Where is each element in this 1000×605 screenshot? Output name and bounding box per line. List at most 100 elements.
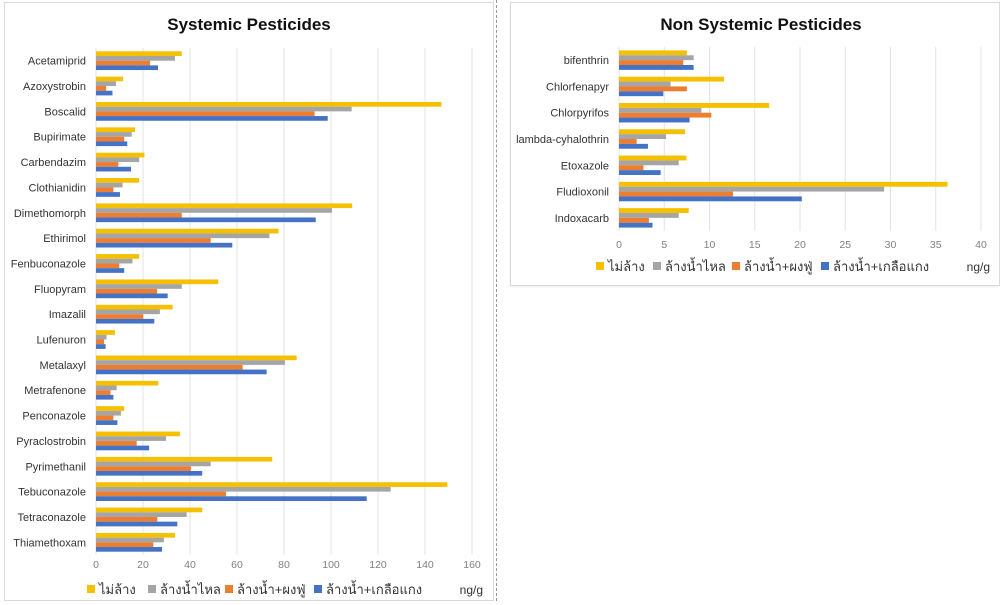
- legend-item-1[interactable]: ล้างน้ำไหล: [653, 257, 726, 274]
- bar-carbendazim-series-2[interactable]: [96, 162, 119, 167]
- legend-item-0[interactable]: ไม่ล้าง: [87, 582, 136, 597]
- bar-acetamiprid-series-3[interactable]: [96, 65, 159, 71]
- bar-fluopyram-series-3[interactable]: [96, 293, 168, 299]
- bar-metrafenone-series-3[interactable]: [96, 394, 114, 400]
- legend-item-2[interactable]: ล้างน้ำ+ผงฟู่: [225, 580, 306, 598]
- bar-penconazole-series-2[interactable]: [96, 415, 114, 421]
- bar-fenbuconazole-series-0[interactable]: [96, 254, 140, 259]
- bar-bifenthrin-series-3[interactable]: [619, 65, 694, 70]
- bar-bupirimate-series-1[interactable]: [96, 132, 132, 137]
- bar-lambda-cyhalothrin-series-0[interactable]: [619, 129, 686, 135]
- bar-etoxazole-series-1[interactable]: [619, 160, 679, 166]
- bar-imazalil-series-1[interactable]: [96, 309, 160, 315]
- legend-item-3[interactable]: ล้างน้ำ+เกลือแกง: [821, 257, 929, 274]
- bar-thiamethoxam-series-0[interactable]: [96, 532, 175, 538]
- bar-chlorfenapyr-series-2[interactable]: [619, 86, 687, 92]
- bar-chlorfenapyr-series-3[interactable]: [619, 91, 664, 97]
- bar-boscalid-series-3[interactable]: [96, 116, 328, 121]
- systemic-chart-panel[interactable]: Systemic Pesticides Acetamiprid Azoxystro…: [4, 2, 494, 601]
- bar-chlorpyrifos-series-0[interactable]: [619, 102, 770, 108]
- bar-pyraclostrobin-series-2[interactable]: [96, 440, 137, 446]
- bar-fluopyram-series-2[interactable]: [96, 288, 158, 294]
- bar-metrafenone-series-2[interactable]: [96, 390, 111, 395]
- bar-thiamethoxam-series-2[interactable]: [96, 542, 154, 548]
- bar-etoxazole-series-0[interactable]: [619, 155, 687, 161]
- bar-azoxystrobin-series-2[interactable]: [96, 86, 107, 91]
- bar-bifenthrin-series-0[interactable]: [619, 50, 687, 56]
- bar-clothianidin-series-2[interactable]: [96, 187, 114, 193]
- bar-fludioxonil-series-1[interactable]: [619, 186, 885, 192]
- bar-imazalil-series-0[interactable]: [96, 304, 173, 310]
- bar-dimethomorph-series-2[interactable]: [96, 212, 182, 218]
- bar-lambda-cyhalothrin-series-2[interactable]: [619, 139, 637, 144]
- bar-tebuconazole-series-1[interactable]: [96, 486, 391, 492]
- bar-etoxazole-series-2[interactable]: [619, 165, 644, 171]
- bar-thiamethoxam-series-3[interactable]: [96, 547, 163, 552]
- bar-chlorpyrifos-series-1[interactable]: [619, 107, 702, 113]
- bar-azoxystrobin-series-0[interactable]: [96, 76, 124, 82]
- bar-azoxystrobin-series-1[interactable]: [96, 81, 116, 87]
- bar-clothianidin-series-0[interactable]: [96, 178, 140, 183]
- bar-tebuconazole-series-2[interactable]: [96, 491, 226, 497]
- bar-bupirimate-series-3[interactable]: [96, 141, 128, 147]
- legend-item-1[interactable]: ล้างน้ำไหล: [148, 580, 221, 597]
- bar-ethirimol-series-1[interactable]: [96, 233, 270, 239]
- bar-penconazole-series-1[interactable]: [96, 410, 121, 416]
- bar-fenbuconazole-series-2[interactable]: [96, 263, 120, 269]
- bar-fluopyram-series-1[interactable]: [96, 284, 182, 289]
- bar-bupirimate-series-2[interactable]: [96, 136, 125, 142]
- bar-boscalid-series-0[interactable]: [96, 101, 442, 107]
- bar-pyrimethanil-series-3[interactable]: [96, 470, 203, 476]
- bar-fluopyram-series-0[interactable]: [96, 279, 219, 285]
- bar-pyrimethanil-series-0[interactable]: [96, 456, 273, 462]
- bar-pyraclostrobin-series-3[interactable]: [96, 445, 150, 451]
- bar-clothianidin-series-1[interactable]: [96, 182, 123, 188]
- bar-fludioxonil-series-3[interactable]: [619, 196, 802, 202]
- bar-tebuconazole-series-0[interactable]: [96, 482, 448, 487]
- legend-item-2[interactable]: ล้างน้ำ+ผงฟู่: [732, 257, 813, 275]
- bar-dimethomorph-series-0[interactable]: [96, 203, 353, 209]
- bar-lambda-cyhalothrin-series-3[interactable]: [619, 143, 648, 149]
- bar-imazalil-series-3[interactable]: [96, 318, 155, 324]
- bar-tebuconazole-series-3[interactable]: [96, 496, 367, 502]
- bar-penconazole-series-0[interactable]: [96, 406, 125, 411]
- bar-dimethomorph-series-3[interactable]: [96, 217, 316, 223]
- bar-tetraconazole-series-0[interactable]: [96, 507, 203, 513]
- bar-metalaxyl-series-3[interactable]: [96, 369, 267, 375]
- bar-bifenthrin-series-1[interactable]: [619, 55, 694, 61]
- bar-bupirimate-series-0[interactable]: [96, 127, 136, 133]
- bar-lufenuron-series-3[interactable]: [96, 344, 106, 349]
- bar-lufenuron-series-1[interactable]: [96, 334, 107, 340]
- bar-acetamiprid-series-1[interactable]: [96, 55, 175, 61]
- bar-boscalid-series-2[interactable]: [96, 111, 315, 117]
- bar-carbendazim-series-3[interactable]: [96, 166, 132, 172]
- bar-imazalil-series-2[interactable]: [96, 314, 144, 319]
- bar-metrafenone-series-1[interactable]: [96, 385, 117, 391]
- bar-indoxacarb-series-2[interactable]: [619, 217, 649, 223]
- bar-thiamethoxam-series-1[interactable]: [96, 537, 164, 543]
- bar-metalaxyl-series-0[interactable]: [96, 355, 297, 361]
- bar-pyrimethanil-series-1[interactable]: [96, 461, 211, 467]
- bar-fludioxonil-series-0[interactable]: [619, 181, 948, 187]
- bar-pyraclostrobin-series-0[interactable]: [96, 431, 180, 437]
- bar-azoxystrobin-series-3[interactable]: [96, 90, 113, 96]
- bar-clothianidin-series-3[interactable]: [96, 192, 120, 197]
- bar-pyrimethanil-series-2[interactable]: [96, 466, 191, 471]
- bar-chlorpyrifos-series-2[interactable]: [619, 112, 712, 118]
- bar-penconazole-series-3[interactable]: [96, 420, 118, 425]
- bar-tetraconazole-series-1[interactable]: [96, 512, 187, 517]
- bar-pyraclostrobin-series-1[interactable]: [96, 436, 167, 441]
- bar-indoxacarb-series-0[interactable]: [619, 208, 689, 213]
- bar-acetamiprid-series-0[interactable]: [96, 51, 182, 56]
- bar-fludioxonil-series-2[interactable]: [619, 191, 734, 197]
- legend-item-0[interactable]: ไม่ล้าง: [596, 259, 645, 274]
- bar-etoxazole-series-3[interactable]: [619, 170, 661, 176]
- bar-chlorpyrifos-series-3[interactable]: [619, 117, 690, 123]
- bar-lufenuron-series-0[interactable]: [96, 330, 116, 335]
- non-systemic-chart-panel[interactable]: Non Systemic Pesticides bifenthrin Chlorf…: [510, 2, 1000, 286]
- bar-tetraconazole-series-3[interactable]: [96, 521, 178, 527]
- bar-tetraconazole-series-2[interactable]: [96, 516, 158, 522]
- bar-metalaxyl-series-1[interactable]: [96, 360, 285, 365]
- bar-boscalid-series-1[interactable]: [96, 106, 352, 112]
- legend-item-3[interactable]: ล้างน้ำ+เกลือแกง: [314, 580, 422, 597]
